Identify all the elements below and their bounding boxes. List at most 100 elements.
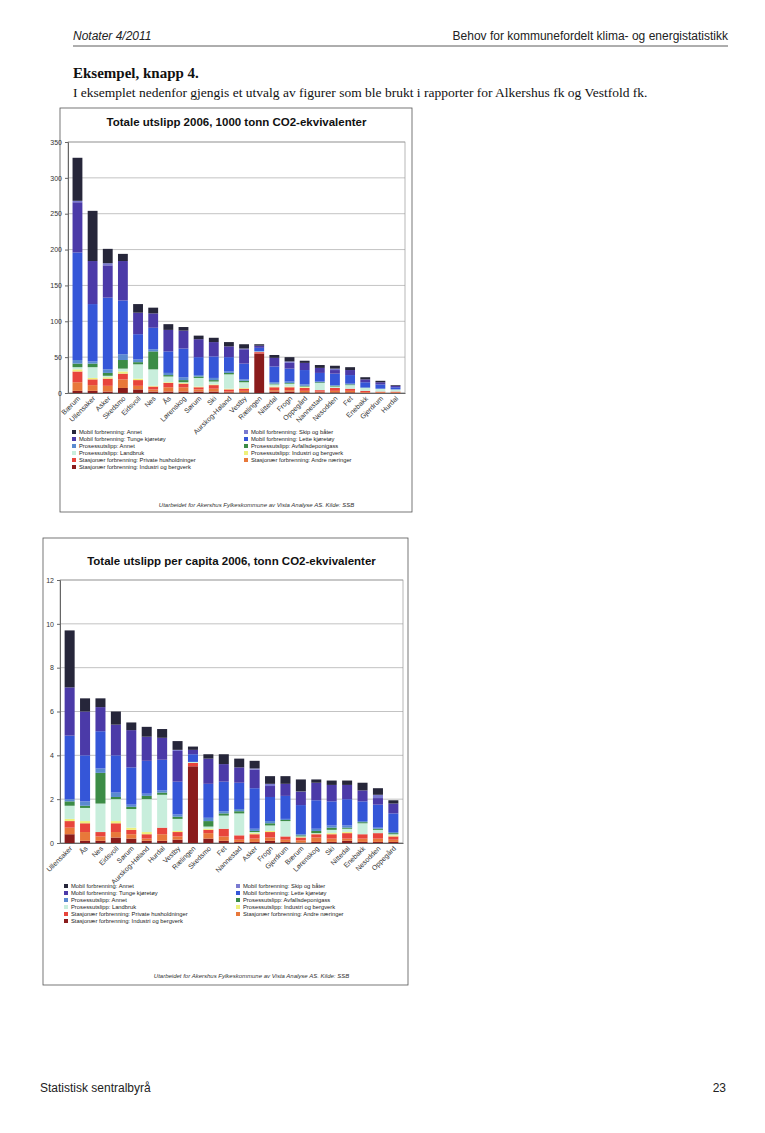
legend-label: Stasjonær forbrenning: Private husholdni… [79,457,196,463]
bar-segment [179,327,189,331]
bar-segment [65,801,75,805]
bar-segment [254,352,264,353]
bar-segment [345,391,355,392]
bar-segment [360,382,370,387]
bar-segment [157,790,167,792]
bar-segment [373,805,383,828]
bar-segment [285,384,295,387]
y-tick-mark [65,178,68,179]
bar-segment [148,328,158,350]
legend-swatch [244,444,248,448]
x-tick-label: Ullensaker [45,844,74,873]
y-tick-mark [57,799,60,800]
bar-segment [375,393,385,394]
y-tick: 8 [50,664,60,671]
bar-segment [345,370,355,375]
bar-segment [103,249,113,263]
bar-segment [179,384,189,388]
bar-segment [234,813,244,835]
bar-segment [265,786,275,797]
bar-segment [250,788,260,829]
bar-segment [73,158,83,201]
bar-segment [254,352,264,353]
x-axis: BærumUllensakerAskerSkedsmoEidsvollNesÅs… [60,393,405,436]
bar-segment [142,796,152,799]
legend-label: Mobil forbrenning: Annet [71,883,134,889]
bar-segment [95,836,105,840]
bar-segment [173,750,183,751]
legend-swatch [64,898,68,902]
bar-segment [358,823,368,834]
x-tick-label: Ås [77,844,89,856]
legend-label: Prosessutslipp: Annet [71,897,127,903]
bar-segment [173,741,183,750]
bar-segment [118,261,128,300]
bar-segment [296,805,306,834]
header-rule [73,46,728,47]
bar-segment [300,363,310,370]
bar-segment [88,364,98,368]
bar-segment [360,393,370,394]
page-background [0,0,765,1133]
bar-segment [179,377,189,380]
grid [68,142,405,393]
bar-segment [342,799,352,825]
bar-segment [311,838,321,842]
bar-segment [224,371,234,372]
legend-label: Mobil forbrenning: Tunge kjøretøy [79,436,166,442]
bar-segment [219,764,229,782]
bar-segment [80,841,90,843]
bar-segment [388,804,398,814]
bar-segment [103,376,113,377]
chart-title: Totale utslipp per capita 2006, tonn CO2… [87,555,376,567]
bar-segment [239,349,249,363]
grid-line [60,623,403,624]
y-tick: 50 [54,354,68,361]
x-tick-label: Lørenskog [292,845,321,874]
legend-swatch [236,891,240,895]
bar-segment [373,839,383,842]
x-tick: Ullensaker [45,843,74,873]
bar-segment [219,754,229,764]
bar-segment [311,800,321,828]
bar-segment [342,781,352,785]
bar-segment [254,345,264,346]
legend-swatch [72,430,76,434]
bar-segment [209,392,219,393]
bar-segment [285,369,295,382]
bar-segment [133,380,143,386]
bar-segment [126,839,136,843]
bar-segment [342,839,352,841]
bar-segment [269,387,279,390]
bar-segment [358,790,368,801]
bar-segment [265,821,275,823]
bar-segment [234,759,244,768]
bar-segment [250,832,260,833]
y-tick: 150 [50,282,68,289]
source-note: Utarbeidet for Akershus Fylkeskommune av… [154,973,349,979]
bar-segment [188,754,198,762]
bar-segment [209,385,219,389]
bar-segment [73,202,83,252]
legend-swatch [244,451,248,455]
bar-segment [126,730,136,767]
bar-segment [133,386,143,390]
bar-segment [148,351,158,369]
bar-segment [375,381,385,382]
legend-swatch [64,905,68,909]
bar-segment [327,833,337,834]
y-tick-label: 300 [50,175,62,182]
bar-segment [265,831,275,832]
bar-segment [373,798,383,805]
bar-segment [142,727,152,737]
bar-segment [111,797,121,799]
bar-segment [194,377,204,378]
y-tick: 0 [50,840,60,847]
bar-segment [388,834,398,835]
bar-segment [203,833,213,838]
bar-segment [311,829,321,831]
y-tick: 300 [50,175,68,182]
bar-segment [360,379,370,382]
bar-segment [203,821,213,826]
bar-segment [330,366,340,369]
